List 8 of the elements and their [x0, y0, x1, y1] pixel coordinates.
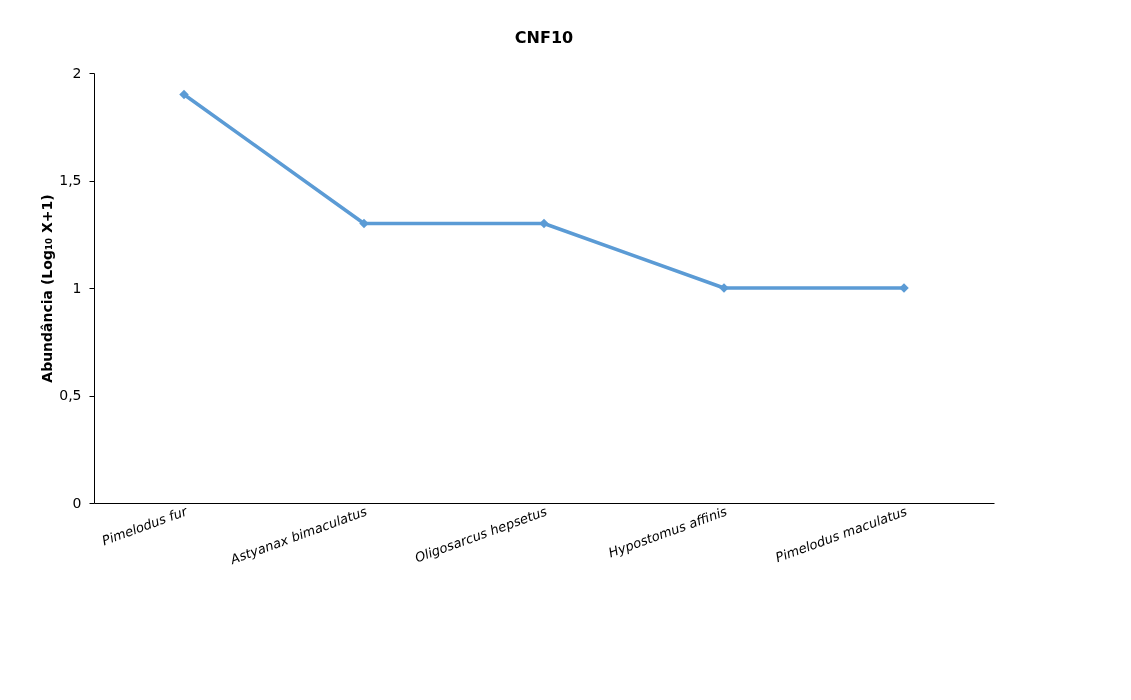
y-tick-label: 2: [72, 64, 82, 81]
y-tick-label: 0: [72, 494, 82, 511]
y-tick-label: 1,5: [59, 172, 82, 188]
point: [179, 89, 189, 100]
y-tick-label: 0,5: [59, 387, 82, 403]
chart-title: CNF10: [514, 28, 574, 47]
y-tick-label: 1: [72, 279, 82, 296]
y-axis-title: Abundância (Log₁₀ X+1): [39, 194, 56, 383]
